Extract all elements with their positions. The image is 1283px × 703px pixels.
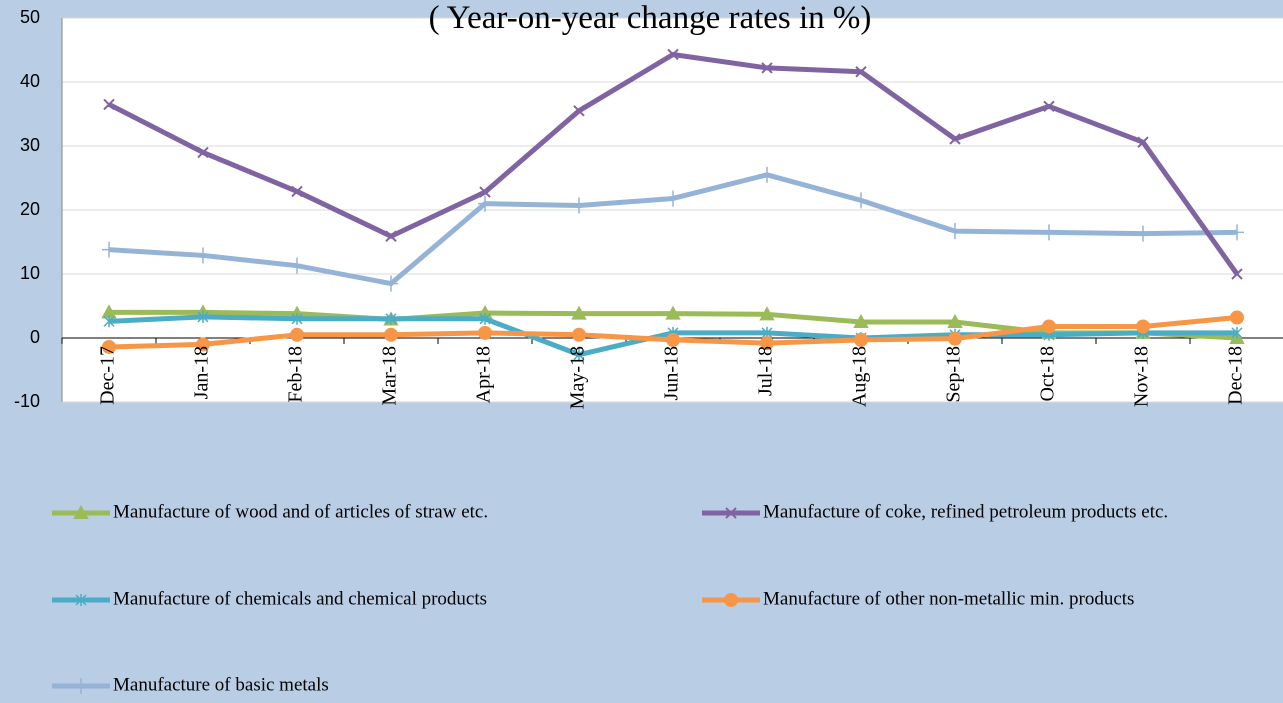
marker xyxy=(478,195,492,212)
marker xyxy=(572,327,586,342)
marker xyxy=(947,313,963,328)
y-tick-label: 0 xyxy=(30,327,40,347)
marker xyxy=(1042,319,1056,334)
marker xyxy=(853,313,869,328)
marker xyxy=(666,190,680,207)
x-tick-label: Jul-18 xyxy=(755,346,777,396)
marker xyxy=(1230,310,1244,325)
x-tick-label: Sep-18 xyxy=(943,346,965,403)
marker xyxy=(666,332,680,347)
marker xyxy=(384,327,398,342)
x-tick-label: Oct-18 xyxy=(1037,346,1059,402)
x-tick-label: Jun-18 xyxy=(661,346,683,400)
x-tick-label: Dec-18 xyxy=(1225,346,1247,405)
y-tick-label: 40 xyxy=(20,71,40,91)
marker xyxy=(724,593,738,607)
marker xyxy=(478,325,492,340)
marker xyxy=(760,166,774,183)
x-tick-label: Aug-18 xyxy=(849,346,871,407)
legend-label: Manufacture of other non-metallic min. p… xyxy=(763,588,1134,609)
marker xyxy=(1230,224,1244,241)
marker xyxy=(73,504,89,519)
marker xyxy=(479,312,491,325)
marker xyxy=(572,197,586,214)
marker xyxy=(1043,100,1055,113)
marker xyxy=(725,507,737,519)
marker xyxy=(384,275,398,292)
x-tick-label: Feb-18 xyxy=(285,346,307,403)
marker xyxy=(1231,268,1243,280)
marker xyxy=(103,315,115,328)
y-tick-label: -10 xyxy=(14,391,40,411)
marker xyxy=(854,332,868,347)
marker xyxy=(1042,224,1056,241)
marker xyxy=(291,312,303,325)
y-tick-label: 30 xyxy=(20,135,40,155)
y-tick-label: 20 xyxy=(20,199,40,219)
x-tick-label: Nov-18 xyxy=(1131,346,1153,407)
marker xyxy=(385,312,397,325)
x-tick-label: Dec-17 xyxy=(97,346,119,405)
marker xyxy=(948,223,962,240)
marker xyxy=(665,305,681,320)
marker xyxy=(949,133,961,145)
marker xyxy=(854,192,868,209)
marker xyxy=(571,305,587,320)
marker xyxy=(197,146,209,159)
y-tick-label: 50 xyxy=(20,7,40,27)
marker xyxy=(75,594,87,606)
marker xyxy=(760,336,774,351)
marker xyxy=(1136,319,1150,334)
marker xyxy=(1231,326,1243,339)
marker xyxy=(573,105,585,117)
marker xyxy=(291,185,303,198)
marker xyxy=(196,337,210,352)
x-tick-label: May-18 xyxy=(567,346,589,409)
x-tick-label: Mar-18 xyxy=(379,346,401,406)
marker xyxy=(290,327,304,342)
marker xyxy=(103,98,115,111)
marker xyxy=(759,306,775,321)
chart-title: ( Year-on-year change rates in %) xyxy=(429,0,872,36)
marker xyxy=(1137,136,1149,148)
marker xyxy=(573,348,585,361)
marker xyxy=(761,62,773,74)
legend-label: Manufacture of wood and of articles of s… xyxy=(113,501,488,522)
marker xyxy=(196,247,210,264)
legend-label: Manufacture of coke, refined petroleum p… xyxy=(763,501,1168,522)
marker xyxy=(102,241,116,258)
marker xyxy=(385,230,397,242)
marker xyxy=(479,186,491,198)
marker xyxy=(667,48,679,61)
legend-label: Manufacture of basic metals xyxy=(113,674,329,695)
x-tick-label: Apr-18 xyxy=(473,346,495,403)
legend-label: Manufacture of chemicals and chemical pr… xyxy=(113,588,487,609)
marker xyxy=(102,339,116,354)
x-tick-label: Jan-18 xyxy=(191,346,213,399)
marker xyxy=(74,678,88,694)
marker xyxy=(948,331,962,346)
marker xyxy=(855,66,867,78)
y-tick-label: 10 xyxy=(20,263,40,283)
marker xyxy=(197,310,209,323)
marker xyxy=(290,257,304,274)
marker xyxy=(1136,225,1150,242)
